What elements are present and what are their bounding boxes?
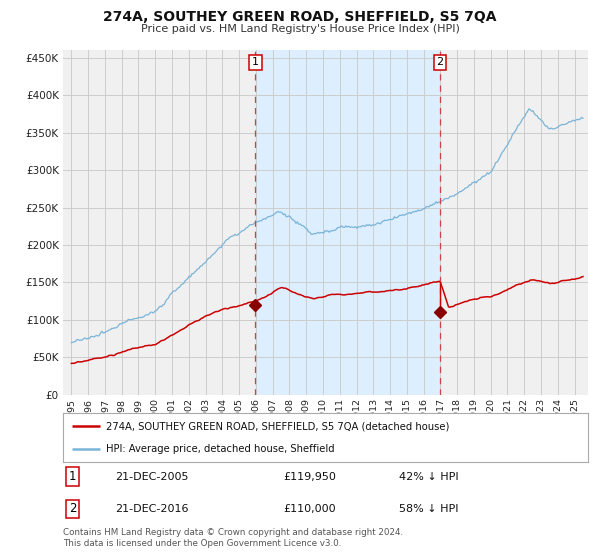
Text: HPI: Average price, detached house, Sheffield: HPI: Average price, detached house, Shef… — [106, 444, 335, 454]
Text: 274A, SOUTHEY GREEN ROAD, SHEFFIELD, S5 7QA: 274A, SOUTHEY GREEN ROAD, SHEFFIELD, S5 … — [103, 10, 497, 24]
Text: £119,950: £119,950 — [284, 472, 337, 482]
Text: 21-DEC-2005: 21-DEC-2005 — [115, 472, 189, 482]
Text: 21-DEC-2016: 21-DEC-2016 — [115, 504, 189, 514]
Text: £110,000: £110,000 — [284, 504, 336, 514]
Text: 1: 1 — [69, 470, 76, 483]
Text: 42% ↓ HPI: 42% ↓ HPI — [399, 472, 458, 482]
Text: 1: 1 — [252, 57, 259, 67]
Text: 2: 2 — [69, 502, 76, 515]
Text: 274A, SOUTHEY GREEN ROAD, SHEFFIELD, S5 7QA (detached house): 274A, SOUTHEY GREEN ROAD, SHEFFIELD, S5 … — [106, 421, 449, 431]
Text: 58% ↓ HPI: 58% ↓ HPI — [399, 504, 458, 514]
Bar — [256, 50, 440, 395]
Text: 2: 2 — [436, 57, 443, 67]
Text: Price paid vs. HM Land Registry's House Price Index (HPI): Price paid vs. HM Land Registry's House … — [140, 24, 460, 34]
Text: Contains HM Land Registry data © Crown copyright and database right 2024.
This d: Contains HM Land Registry data © Crown c… — [63, 528, 403, 548]
